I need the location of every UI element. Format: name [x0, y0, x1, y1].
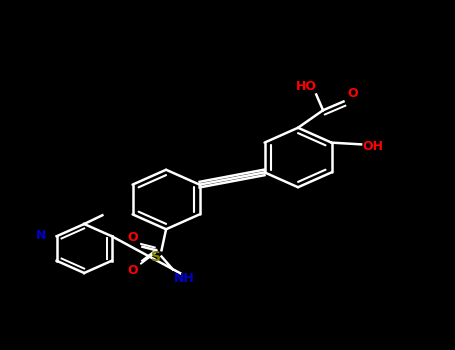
Text: O: O	[347, 87, 358, 100]
Text: S: S	[151, 250, 161, 264]
Text: N: N	[36, 229, 46, 242]
Text: O: O	[127, 231, 138, 244]
Text: NH: NH	[174, 272, 195, 285]
Text: OH: OH	[363, 140, 384, 153]
Text: O: O	[127, 264, 138, 277]
Text: HO: HO	[296, 80, 317, 93]
